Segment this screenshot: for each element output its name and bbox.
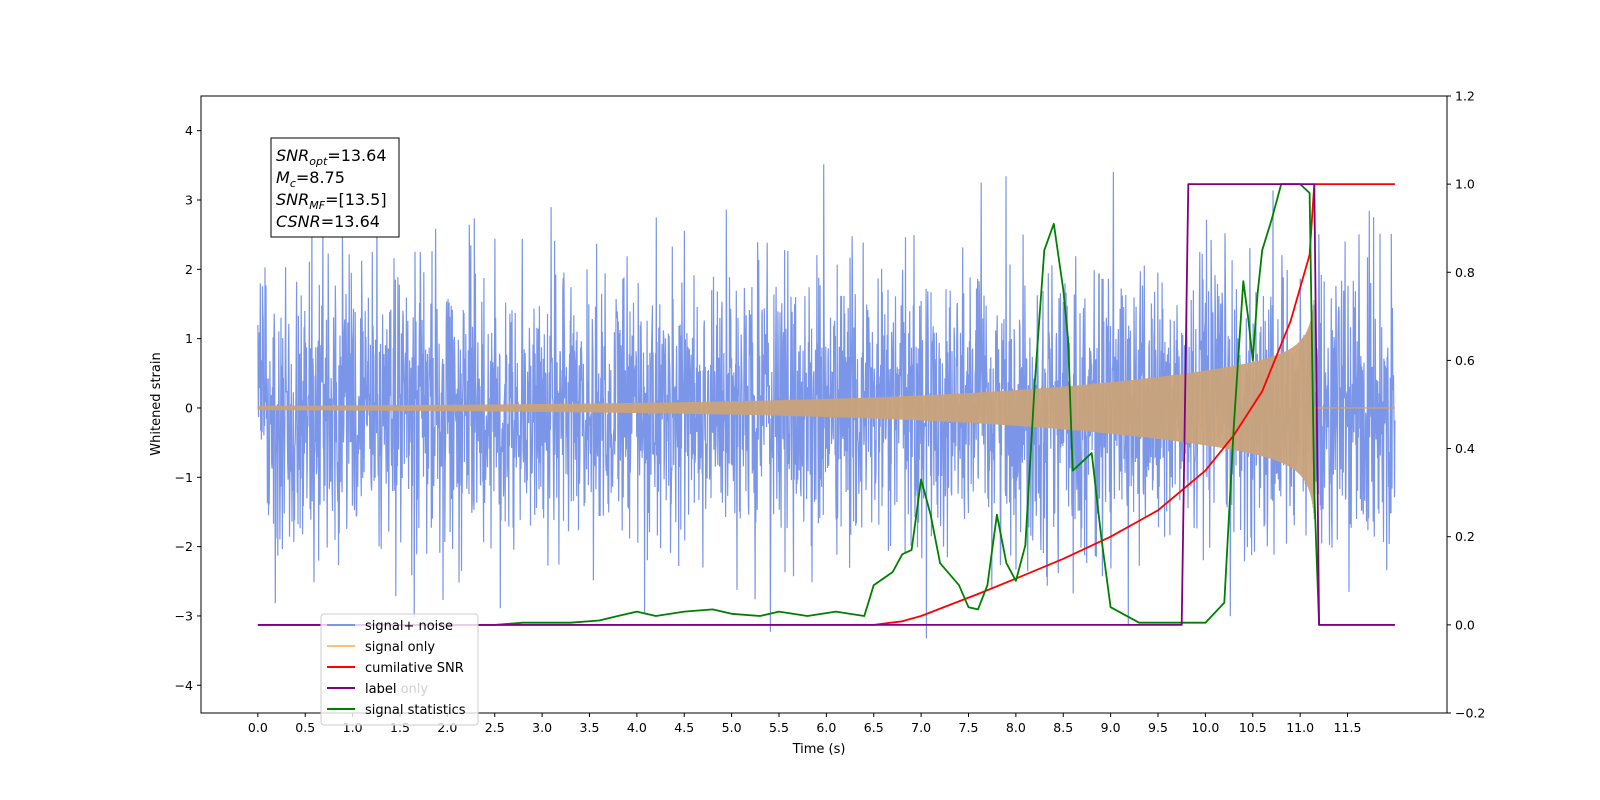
x-tick-label: 9.0 [1101,720,1121,735]
legend-label-signal-statistics: signal statistics [365,703,466,718]
annotation-frame [270,137,400,238]
y-tick-label: −2 [175,539,193,554]
x-tick-label: 4.5 [674,720,694,735]
legend-label-label-only: label only [365,682,428,697]
x-tick-label: 4.0 [627,720,647,735]
y-tick-label: 4 [185,123,193,138]
x-tick-label: 6.0 [816,720,836,735]
y2-tick-label: 0.2 [1455,529,1475,544]
legend-label-signal-noise: signal+ noise [365,619,453,634]
x-tick-label: 5.0 [722,720,742,735]
x-tick-label: 11.5 [1334,720,1362,735]
x-tick-label: 7.5 [959,720,979,735]
y-tick-label: 0 [185,400,193,415]
y2-tick-label: −0.2 [1455,706,1485,721]
y-tick-label: −3 [175,608,193,623]
legend: signal+ noise signal only cumilative SNR… [320,613,479,726]
legend-frame [320,613,479,726]
y-tick-label: −4 [175,678,193,693]
y-tick-label: 1 [185,331,193,346]
y-tick-label: 3 [185,192,193,207]
y-tick-label: −1 [175,470,193,485]
y2-tick-label: 0.8 [1455,265,1475,280]
legend-label-cumulative-snr: cumilative SNR [365,661,464,676]
legend-label-signal-only: signal only [365,640,435,655]
annotation-box: SNRopt=13.64 Mc=8.75 SNRMF=[13.5] CSNR=1… [270,137,400,238]
x-tick-label: 8.5 [1053,720,1073,735]
series-signal-statistics-line [257,183,1395,626]
x-tick-label: 6.5 [864,720,884,735]
x-tick-label: 9.5 [1148,720,1168,735]
annotation-csnr: CSNR=13.64 [276,212,380,231]
x-tick-label: 2.5 [485,720,505,735]
x-tick-label: 5.5 [769,720,789,735]
x-tick-label: 7.0 [911,720,931,735]
x-tick-label: 3.5 [580,720,600,735]
annotation-chirp-mass: Mc=8.75 [276,168,345,190]
y-axis-left: −4 −3 −2 −1 0 1 2 3 4 [175,123,201,693]
plot-area [257,164,1396,639]
y2-tick-label: 0.4 [1455,441,1475,456]
x-tick-label: 8.0 [1006,720,1026,735]
annotation-snr-opt: SNRopt=13.64 [276,146,387,168]
x-tick-label: 0.5 [295,720,315,735]
annotation-snr-mf: SNRMF=[13.5] [276,190,387,212]
series-label-line [257,183,1395,626]
y2-tick-label: 1.0 [1455,177,1475,192]
axes-frame [200,95,1448,714]
y-axis-right: −0.2 0.0 0.2 0.4 0.6 0.8 1.0 1.2 [1447,89,1485,721]
y-tick-label: 2 [185,262,193,277]
y2-tick-label: 0.0 [1455,617,1475,632]
x-tick-label: 10.5 [1239,720,1267,735]
x-tick-label: 10.0 [1191,720,1219,735]
y-axis-label: Whitened strain [149,352,164,455]
x-tick-label: 0.0 [248,720,268,735]
y2-tick-label: 1.2 [1455,89,1475,104]
legend-label-label: label [365,682,396,697]
y2-tick-label: 0.6 [1455,353,1475,368]
x-tick-label: 11.0 [1286,720,1314,735]
x-tick-label: 3.0 [532,720,552,735]
series-signal-noise-line [257,164,1396,639]
x-axis-label: Time (s) [792,742,846,757]
